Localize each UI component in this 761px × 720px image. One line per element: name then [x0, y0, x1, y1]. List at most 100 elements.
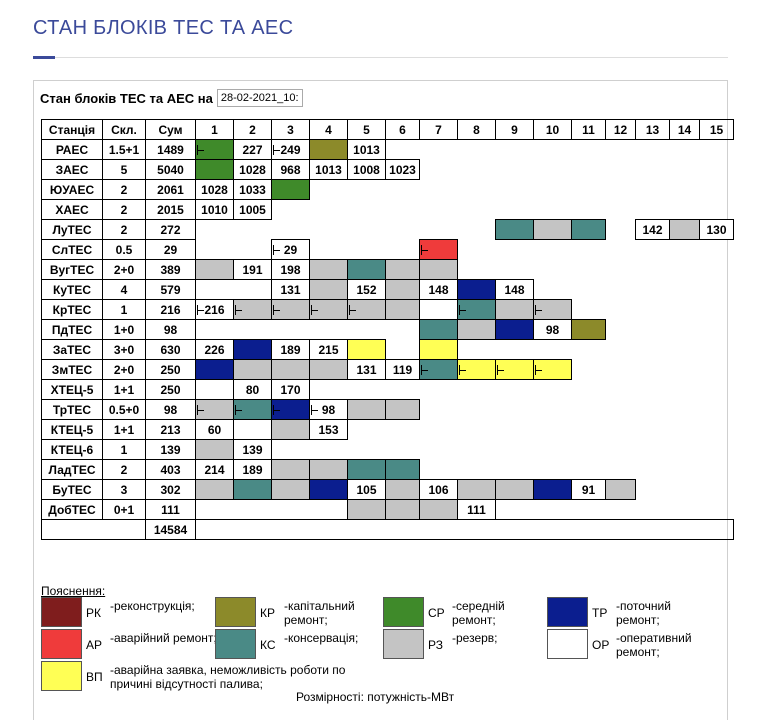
- empty-unit-cell: [496, 440, 534, 460]
- composition-cell: 1+1: [102, 419, 146, 440]
- empty-unit-cell: [700, 480, 734, 500]
- empty-unit-cell: [420, 420, 458, 440]
- unit-status-cell: 98: [533, 319, 572, 340]
- unit-status-cell: [309, 359, 348, 380]
- composition-cell: 1.5+1: [102, 139, 146, 160]
- empty-unit-cell: [496, 200, 534, 220]
- empty-unit-cell: [636, 200, 670, 220]
- date-input[interactable]: [216, 89, 303, 107]
- sum-cell: 139: [145, 439, 196, 460]
- unit-status-cell: 249: [271, 139, 310, 160]
- empty-unit-cell: [420, 160, 458, 180]
- empty-unit-cell: [458, 380, 496, 400]
- empty-unit-cell: [636, 440, 670, 460]
- composition-cell: 2: [102, 179, 146, 200]
- unit-status-cell: 98: [309, 399, 348, 420]
- empty-unit-cell: [234, 320, 272, 340]
- legend-description: -резерв;: [452, 631, 498, 645]
- unit-status-cell: [495, 219, 534, 240]
- unit-status-cell: 111: [457, 499, 496, 520]
- sum-cell: 29: [145, 239, 196, 260]
- empty-unit-cell: [636, 500, 670, 520]
- table-row: КрТЕС 1 216 216: [41, 299, 735, 320]
- empty-unit-cell: [606, 340, 636, 360]
- empty-unit-cell: [636, 320, 670, 340]
- empty-unit-cell: [272, 500, 310, 520]
- unit-status-cell: 152: [347, 279, 386, 300]
- empty-unit-cell: [458, 240, 496, 260]
- sum-cell: 98: [145, 319, 196, 340]
- composition-cell: 1+1: [102, 379, 146, 400]
- unit-status-cell: 1028: [233, 159, 272, 180]
- station-cell: ЛадТЕС: [41, 459, 103, 480]
- unit-column-header: 7: [419, 119, 458, 140]
- table-row: КуТЕС 4 579 131 152 148 148: [41, 279, 735, 300]
- empty-unit-cell: [534, 140, 572, 160]
- legend-swatch: [383, 629, 424, 659]
- composition-cell: 3: [102, 479, 146, 500]
- legend-abbr: АР: [86, 638, 103, 652]
- unit-status-cell: [419, 359, 458, 380]
- empty-unit-cell: [272, 440, 310, 460]
- unit-status-cell: [233, 299, 272, 320]
- empty-unit-cell: [496, 340, 534, 360]
- empty-unit-cell: [572, 400, 606, 420]
- empty-unit-cell: [458, 260, 496, 280]
- empty-unit-cell: [534, 200, 572, 220]
- empty-unit-cell: [670, 400, 700, 420]
- empty-unit-cell: [458, 440, 496, 460]
- empty-unit-cell: [700, 360, 734, 380]
- empty-unit-cell: [572, 380, 606, 400]
- empty-unit-cell: [348, 440, 386, 460]
- unit-status-cell: [385, 279, 420, 300]
- empty-unit-cell: [572, 280, 606, 300]
- empty-unit-cell: [458, 180, 496, 200]
- table-row: ЗмТЕС 2+0 250 131 119: [41, 359, 735, 380]
- sum-cell: 272: [145, 219, 196, 240]
- empty-unit-cell: [572, 360, 606, 380]
- table-row: БуТЕС 3 302 105 106 91: [41, 479, 735, 500]
- legend-swatch: [383, 597, 424, 627]
- empty-unit-cell: [572, 440, 606, 460]
- unit-status-cell: [309, 479, 348, 500]
- empty-unit-cell: [496, 240, 534, 260]
- empty-unit-cell: [606, 420, 636, 440]
- composition-cell: 1: [102, 299, 146, 320]
- empty-unit-cell: [420, 440, 458, 460]
- empty-unit-cell: [636, 240, 670, 260]
- unit-status-cell: [271, 459, 310, 480]
- legend-description: -капітальний ремонт;: [284, 599, 355, 627]
- station-cell: ВугТЕС: [41, 259, 103, 280]
- empty-unit-cell: [348, 200, 386, 220]
- unit-status-cell: 215: [309, 339, 348, 360]
- unit-status-cell: [419, 319, 458, 340]
- empty-unit-cell: [670, 380, 700, 400]
- empty-unit-cell: [348, 420, 386, 440]
- unit-status-cell: [233, 339, 272, 360]
- unit-status-cell: [271, 399, 310, 420]
- table-row: ХАЕС 2 2015 1010 1005: [41, 199, 735, 220]
- column-header: Сум: [145, 119, 196, 140]
- empty-unit-cell: [636, 480, 670, 500]
- empty-unit-cell: [234, 220, 272, 240]
- empty-unit-cell: [572, 340, 606, 360]
- sum-cell: 403: [145, 459, 196, 480]
- empty-unit-cell: [636, 180, 670, 200]
- empty-unit-cell: [670, 420, 700, 440]
- unit-status-cell: [271, 299, 310, 320]
- unit-status-cell: [271, 479, 310, 500]
- empty-unit-cell: [670, 140, 700, 160]
- empty-unit-cell: [310, 240, 348, 260]
- legend-abbr: РК: [86, 606, 101, 620]
- empty-unit-cell: [272, 320, 310, 340]
- empty-unit-cell: [534, 380, 572, 400]
- empty-unit-cell: [636, 300, 670, 320]
- empty-unit-cell: [420, 380, 458, 400]
- empty-unit-cell: [572, 180, 606, 200]
- unit-status-cell: [195, 439, 234, 460]
- empty-unit-cell: [572, 500, 606, 520]
- unit-status-cell: 191: [233, 259, 272, 280]
- empty-unit-cell: [700, 440, 734, 460]
- legend-description: -середній ремонт;: [452, 599, 505, 627]
- legend-swatch: [41, 629, 82, 659]
